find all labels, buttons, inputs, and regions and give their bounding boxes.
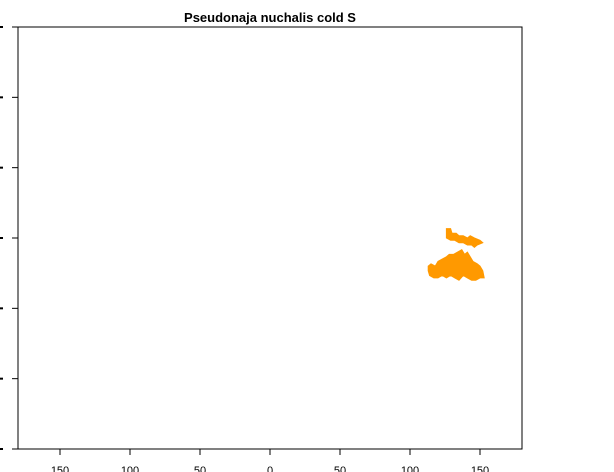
species-range-layer: [427, 228, 485, 281]
x-tick-label: 50: [194, 465, 206, 472]
x-tick-label: 50: [334, 465, 346, 472]
plot-title: Pseudonaja nuchalis cold S: [184, 10, 356, 25]
main-range-body: [427, 249, 485, 281]
northern-range-fragment: [445, 228, 484, 249]
y-axis: [0, 26, 18, 450]
x-tick-label: 100: [121, 465, 139, 472]
plot-frame: [17, 26, 523, 450]
x-tick-label: 150: [471, 465, 489, 472]
x-tick-label: 0: [267, 465, 273, 472]
x-axis: 150 100 50 0 50 100 150: [51, 449, 489, 472]
x-tick-label: 150: [51, 465, 69, 472]
x-tick-label: 100: [401, 465, 419, 472]
